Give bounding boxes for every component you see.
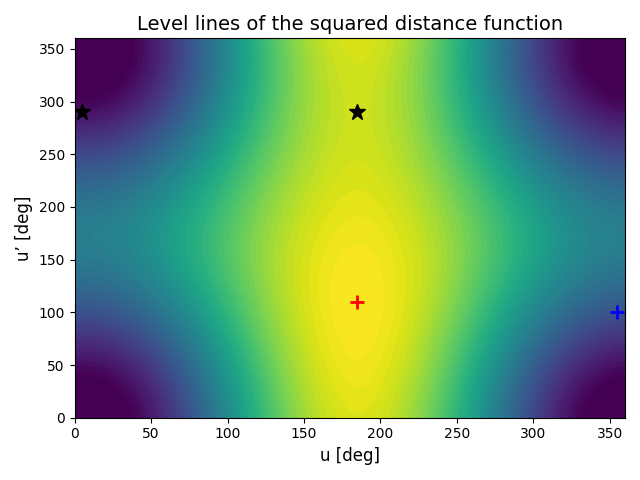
X-axis label: u [deg]: u [deg] — [320, 447, 380, 465]
Y-axis label: u’ [deg]: u’ [deg] — [15, 195, 33, 261]
Title: Level lines of the squared distance function: Level lines of the squared distance func… — [137, 15, 563, 34]
